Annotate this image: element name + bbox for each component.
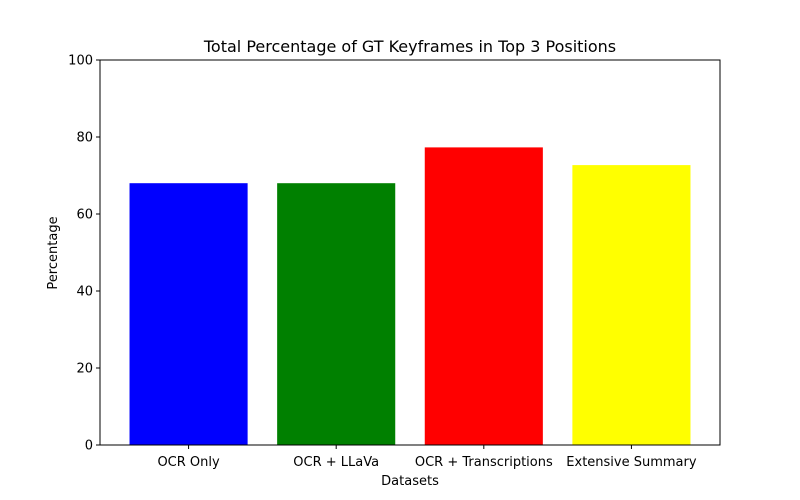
bar-ocr-llava (277, 183, 396, 445)
bar-ocr-only (129, 183, 248, 445)
y-tick-label: 40 (76, 285, 93, 300)
y-tick-label: 20 (76, 362, 93, 377)
y-tick-label: 0 (85, 439, 93, 454)
bar-ocr-transcriptions (424, 147, 543, 445)
x-tick-label: OCR + LLaVa (293, 455, 379, 470)
x-tick-label: OCR Only (157, 455, 220, 470)
x-tick-label: Extensive Summary (566, 455, 697, 470)
chart-title: Total Percentage of GT Keyframes in Top … (203, 37, 616, 56)
bar-extensive-summary (572, 165, 691, 446)
plot-area-frame (99, 59, 721, 446)
y-tick-label: 80 (76, 131, 93, 146)
y-axis: 0 20 40 60 80 100 (68, 54, 100, 454)
y-tick-label: 60 (76, 208, 93, 223)
x-axis-label: Datasets (381, 474, 439, 489)
x-tick-label: OCR + Transcriptions (415, 455, 553, 470)
x-axis: OCR Only OCR + LLaVa OCR + Transcriptions E… (157, 445, 697, 470)
y-axis-label: Percentage (46, 216, 61, 289)
y-tick-label: 100 (68, 54, 93, 69)
bars-group (129, 147, 691, 446)
